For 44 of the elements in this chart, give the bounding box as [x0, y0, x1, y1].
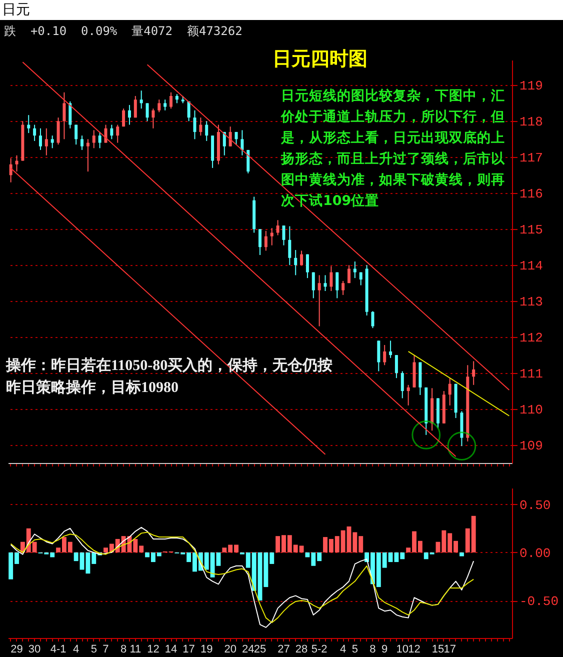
x-tick-label: 10	[396, 644, 409, 656]
x-tick-label: 8	[370, 644, 376, 656]
x-tick-label: 19	[200, 644, 213, 656]
x-tick-label: 17	[182, 644, 195, 656]
x-tick-label: 5-2	[311, 644, 328, 656]
chart-subtitle: 跌 +0.10 0.09% 量4072 额473262	[4, 23, 242, 40]
text: 日元	[2, 1, 30, 19]
x-tick-label: 8	[120, 644, 127, 656]
y-tick-label: 113	[520, 294, 543, 310]
y-tick-label: 117	[520, 150, 543, 166]
x-tick-label: 4	[340, 644, 346, 656]
x-tick-label: 25	[254, 644, 266, 656]
x-tick-label: 29	[10, 644, 23, 656]
y-tick-label: 0.50	[520, 498, 551, 513]
x-tick-label: 12	[147, 644, 160, 656]
y-tick-label: -0.50	[520, 594, 559, 609]
y-tick-label: 111	[520, 366, 544, 382]
x-tick-label: 5	[90, 644, 97, 656]
x-tick-label: 30	[28, 644, 41, 656]
y-tick-label: 109	[520, 438, 543, 454]
x-tick-label: 5	[352, 644, 358, 656]
y-tick-label: 110	[520, 402, 543, 418]
y-tick-label: 114	[520, 258, 544, 274]
x-tick-label: 12	[408, 644, 420, 656]
y-tick-label: 118	[520, 114, 543, 130]
x-tick-label: 20	[224, 644, 236, 656]
x-tick-label: 15	[432, 644, 444, 656]
y-tick-label: 115	[520, 222, 543, 238]
x-tick-label: 27	[278, 644, 290, 656]
y-tick-label: 116	[520, 186, 543, 202]
y-tick-label: 0.00	[520, 546, 551, 561]
y-tick-label: 112	[520, 330, 543, 346]
x-tick-label: 11	[130, 644, 142, 656]
x-tick-label: 4-1	[50, 644, 66, 656]
x-tick-label: 17	[444, 644, 456, 656]
x-tick-label: 24	[242, 644, 254, 656]
x-tick-label: 14	[164, 644, 178, 656]
x-tick-label: 9	[382, 644, 388, 656]
annotation: 操作：昨日若在11050-80买入的，保持，无仓仍按昨日策略操作，目标10980	[6, 356, 334, 398]
x-tick-label: 28	[295, 644, 308, 656]
x-tick-label: 4	[73, 644, 80, 656]
x-tick-label: 7	[102, 644, 109, 656]
chart-title: 日元四时图	[272, 47, 368, 72]
y-tick-label: 119	[520, 78, 543, 94]
